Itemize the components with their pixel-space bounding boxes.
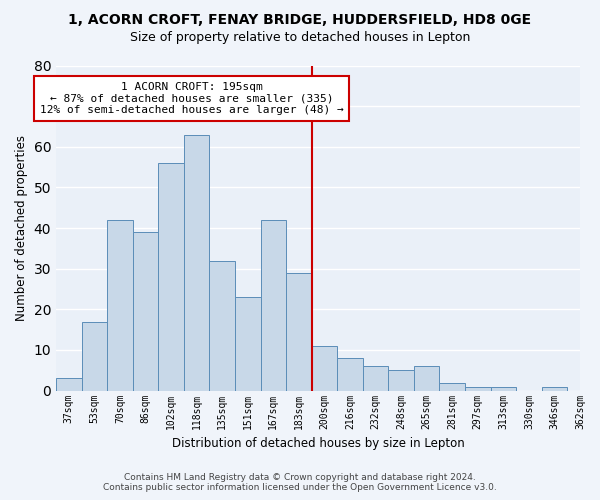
X-axis label: Distribution of detached houses by size in Lepton: Distribution of detached houses by size … xyxy=(172,437,464,450)
Text: 1 ACORN CROFT: 195sqm
← 87% of detached houses are smaller (335)
12% of semi-det: 1 ACORN CROFT: 195sqm ← 87% of detached … xyxy=(40,82,343,115)
Text: Contains HM Land Registry data © Crown copyright and database right 2024.
Contai: Contains HM Land Registry data © Crown c… xyxy=(103,473,497,492)
Bar xyxy=(439,382,465,390)
Bar xyxy=(286,273,311,390)
Bar xyxy=(414,366,439,390)
Bar xyxy=(260,220,286,390)
Y-axis label: Number of detached properties: Number of detached properties xyxy=(15,135,28,321)
Bar xyxy=(56,378,82,390)
Bar xyxy=(388,370,414,390)
Bar xyxy=(82,322,107,390)
Bar xyxy=(235,297,260,390)
Bar xyxy=(465,386,491,390)
Bar xyxy=(311,346,337,391)
Bar xyxy=(491,386,516,390)
Text: 1, ACORN CROFT, FENAY BRIDGE, HUDDERSFIELD, HD8 0GE: 1, ACORN CROFT, FENAY BRIDGE, HUDDERSFIE… xyxy=(68,12,532,26)
Bar xyxy=(158,163,184,390)
Bar xyxy=(542,386,567,390)
Bar xyxy=(209,260,235,390)
Bar xyxy=(337,358,363,390)
Bar xyxy=(363,366,388,390)
Text: Size of property relative to detached houses in Lepton: Size of property relative to detached ho… xyxy=(130,31,470,44)
Bar xyxy=(184,134,209,390)
Bar xyxy=(133,232,158,390)
Bar xyxy=(107,220,133,390)
